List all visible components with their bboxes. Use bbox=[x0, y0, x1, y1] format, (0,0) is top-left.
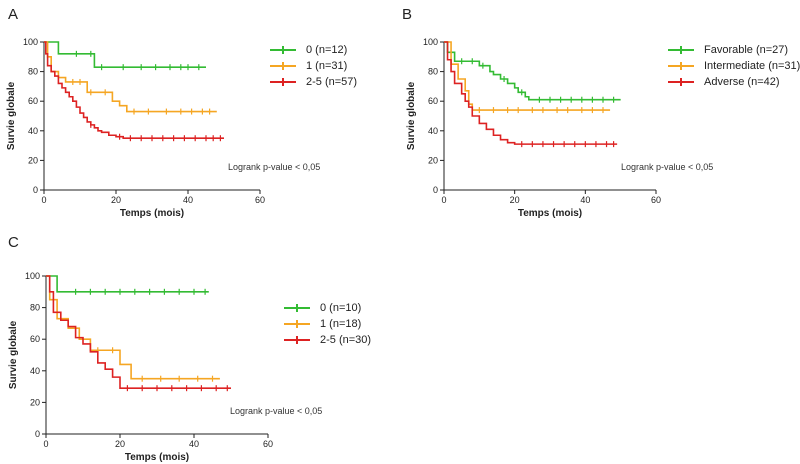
y-tick-label: 20 bbox=[28, 155, 38, 165]
legend-swatch bbox=[668, 45, 694, 55]
legend-swatch bbox=[270, 77, 296, 87]
legend-label: Intermediate (n=31) bbox=[704, 60, 800, 72]
y-axis-label: Survie globale bbox=[406, 81, 417, 150]
y-tick-label: 100 bbox=[25, 271, 40, 281]
legend-swatch bbox=[270, 45, 296, 55]
x-tick-label: 0 bbox=[43, 439, 48, 449]
legend-swatch bbox=[668, 77, 694, 87]
survival-curve bbox=[46, 275, 231, 389]
legend-swatch bbox=[270, 61, 296, 71]
x-tick-label: 20 bbox=[111, 195, 121, 205]
legend-label: 0 (n=12) bbox=[306, 44, 348, 56]
x-tick-label: 20 bbox=[510, 195, 520, 205]
panel-letter: C bbox=[8, 234, 19, 251]
logrank-annotation: Logrank p-value < 0,05 bbox=[228, 162, 321, 172]
legend-item: 2-5 (n=57) bbox=[270, 74, 357, 90]
panel-letter: B bbox=[402, 6, 413, 23]
survival-curve bbox=[444, 41, 618, 145]
legend-item: 1 (n=18) bbox=[284, 316, 371, 332]
survival-curve bbox=[46, 275, 209, 293]
y-tick-label: 20 bbox=[428, 155, 438, 165]
km-chart-a: 0 20 40 60 0 20 40 60 80 100 Temps (mois) Survie gl… bbox=[6, 37, 265, 219]
legend-item: 0 (n=10) bbox=[284, 300, 371, 316]
x-axis-label: Temps (mois) bbox=[120, 208, 184, 219]
y-tick-label: 0 bbox=[33, 185, 38, 195]
x-tick-label: 40 bbox=[189, 439, 199, 449]
y-tick-label: 20 bbox=[30, 397, 40, 407]
x-tick-label: 0 bbox=[41, 195, 46, 205]
y-tick-label: 60 bbox=[30, 334, 40, 344]
y-tick-label: 80 bbox=[30, 303, 40, 313]
x-tick-label: 40 bbox=[183, 195, 193, 205]
legend-label: 1 (n=31) bbox=[306, 60, 348, 72]
legend-label: Favorable (n=27) bbox=[704, 44, 789, 56]
km-chart-b: 0 20 40 60 0 20 40 60 80 100 Temps (mois) Survie gl… bbox=[406, 37, 661, 219]
x-tick-label: 60 bbox=[651, 195, 661, 205]
x-tick-label: 60 bbox=[255, 195, 265, 205]
legend-swatch bbox=[668, 61, 694, 71]
x-tick-label: 40 bbox=[580, 195, 590, 205]
y-tick-label: 80 bbox=[428, 67, 438, 77]
legend-item: Intermediate (n=31) bbox=[668, 58, 800, 74]
panel-letter: A bbox=[8, 6, 19, 23]
x-axis-label: Temps (mois) bbox=[125, 452, 189, 463]
y-tick-label: 100 bbox=[423, 37, 438, 47]
y-tick-label: 0 bbox=[433, 185, 438, 195]
legend-label: 1 (n=18) bbox=[320, 318, 362, 330]
legend-label: 2-5 (n=30) bbox=[320, 334, 372, 346]
legend-label: Adverse (n=42) bbox=[704, 76, 780, 88]
legend-swatch bbox=[284, 319, 310, 329]
legend-item: Favorable (n=27) bbox=[668, 42, 800, 58]
y-tick-label: 40 bbox=[30, 366, 40, 376]
y-tick-label: 0 bbox=[35, 429, 40, 439]
legend-item: 2-5 (n=30) bbox=[284, 332, 371, 348]
legend-item: Adverse (n=42) bbox=[668, 74, 800, 90]
panel-a: A 0 20 40 60 0 20 40 60 80 100 Temps (mois) Survie … bbox=[0, 0, 400, 220]
survival-curve bbox=[444, 41, 621, 101]
legend-label: 2-5 (n=57) bbox=[306, 76, 358, 88]
x-tick-label: 60 bbox=[263, 439, 273, 449]
y-tick-label: 40 bbox=[428, 126, 438, 136]
x-tick-label: 20 bbox=[115, 439, 125, 449]
legend: Favorable (n=27) Intermediate (n=31) Adv… bbox=[668, 42, 800, 90]
logrank-annotation: Logrank p-value < 0,05 bbox=[230, 406, 323, 416]
panel-b: B 0 20 40 60 0 20 40 60 80 100 Temps (mois) Survie … bbox=[398, 0, 800, 220]
logrank-annotation: Logrank p-value < 0,05 bbox=[621, 162, 714, 172]
y-tick-label: 40 bbox=[28, 126, 38, 136]
panel-c: C 0 20 40 60 0 20 40 60 80 100 Temps (mois) Survie … bbox=[0, 228, 400, 464]
y-tick-label: 80 bbox=[28, 67, 38, 77]
legend: 0 (n=10) 1 (n=18) 2-5 (n=30) bbox=[284, 300, 371, 348]
survival-curve bbox=[44, 41, 224, 139]
survival-curve bbox=[44, 41, 217, 113]
y-tick-label: 100 bbox=[23, 37, 38, 47]
legend-swatch bbox=[284, 303, 310, 313]
x-axis-label: Temps (mois) bbox=[518, 208, 582, 219]
y-tick-label: 60 bbox=[428, 96, 438, 106]
survival-curve bbox=[44, 41, 206, 68]
legend-item: 0 (n=12) bbox=[270, 42, 357, 58]
legend-swatch bbox=[284, 335, 310, 345]
y-tick-label: 60 bbox=[28, 96, 38, 106]
legend-label: 0 (n=10) bbox=[320, 302, 362, 314]
x-tick-label: 0 bbox=[441, 195, 446, 205]
legend-item: 1 (n=31) bbox=[270, 58, 357, 74]
survival-curve bbox=[46, 275, 220, 380]
y-axis-label: Survie globale bbox=[6, 81, 17, 150]
legend: 0 (n=12) 1 (n=31) 2-5 (n=57) bbox=[270, 42, 357, 90]
km-chart-c: 0 20 40 60 0 20 40 60 80 100 Temps (mois) Survie gl… bbox=[8, 271, 273, 463]
y-axis-label: Survie globale bbox=[8, 320, 19, 389]
